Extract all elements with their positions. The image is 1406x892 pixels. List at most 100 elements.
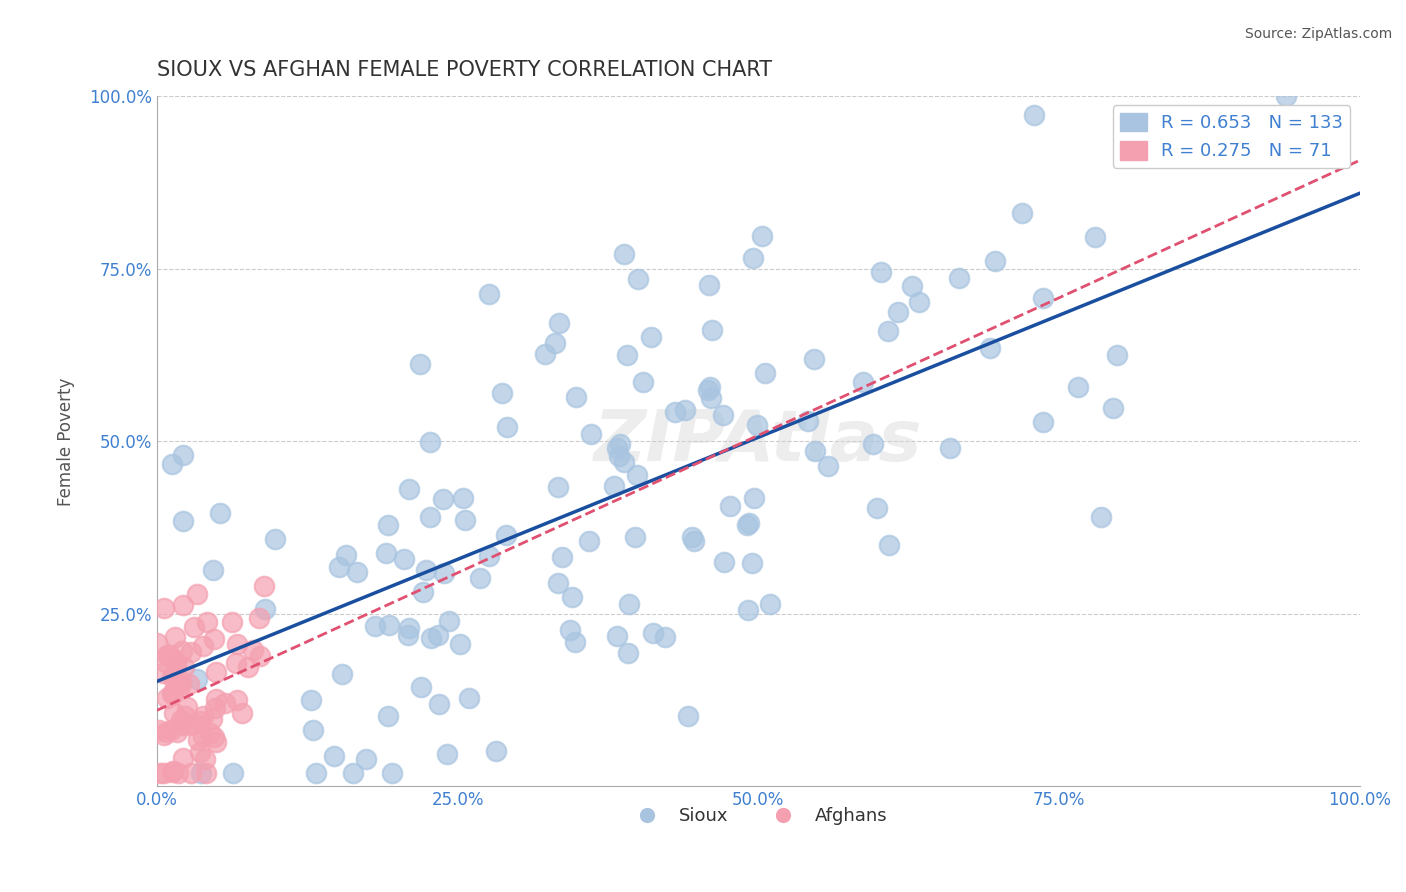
Point — [862, 436, 884, 450]
Point — [180, 645, 202, 659]
Point — [1011, 206, 1033, 220]
Point — [236, 660, 259, 674]
Point — [606, 442, 628, 456]
Point — [643, 625, 665, 640]
Point — [551, 549, 574, 564]
Point — [627, 271, 650, 285]
Point — [866, 501, 889, 516]
Point — [155, 725, 177, 739]
Point — [427, 698, 450, 712]
Point — [162, 764, 184, 778]
Point — [200, 725, 222, 739]
Point — [433, 566, 456, 580]
Point — [696, 383, 718, 397]
Point — [191, 639, 214, 653]
Point — [547, 576, 569, 591]
Point — [477, 549, 499, 563]
Point — [1107, 348, 1129, 362]
Point — [718, 499, 741, 513]
Point — [419, 435, 441, 450]
Point — [148, 723, 170, 737]
Point — [683, 534, 706, 549]
Point — [156, 648, 179, 663]
Point — [153, 728, 176, 742]
Point — [415, 563, 437, 577]
Point — [305, 765, 328, 780]
Point — [398, 621, 420, 635]
Point — [377, 618, 399, 632]
Point — [204, 701, 226, 715]
Point — [202, 730, 225, 744]
Point — [561, 590, 583, 604]
Point — [254, 602, 277, 616]
Point — [817, 458, 839, 473]
Point — [702, 323, 724, 337]
Point — [534, 347, 557, 361]
Point — [900, 279, 922, 293]
Point — [984, 254, 1007, 268]
Point — [167, 765, 190, 780]
Point — [419, 631, 441, 645]
Point — [1032, 291, 1054, 305]
Point — [1024, 108, 1046, 122]
Point — [165, 655, 187, 669]
Point — [804, 444, 827, 458]
Point — [676, 709, 699, 723]
Point — [606, 629, 628, 643]
Point — [299, 693, 322, 707]
Point — [225, 656, 247, 670]
Point — [202, 632, 225, 646]
Point — [201, 712, 224, 726]
Point — [169, 713, 191, 727]
Point — [426, 628, 449, 642]
Point — [149, 765, 172, 780]
Point — [190, 714, 212, 728]
Point — [172, 599, 194, 613]
Point — [803, 352, 825, 367]
Point — [1067, 379, 1090, 393]
Point — [697, 277, 720, 292]
Point — [173, 659, 195, 673]
Point — [852, 375, 875, 389]
Point — [165, 630, 187, 644]
Point — [877, 324, 900, 338]
Point — [346, 565, 368, 579]
Point — [711, 409, 734, 423]
Point — [169, 673, 191, 688]
Point — [323, 748, 346, 763]
Point — [375, 546, 398, 560]
Point — [186, 672, 208, 686]
Point — [612, 455, 634, 469]
Point — [221, 615, 243, 629]
Point — [742, 491, 765, 505]
Point — [162, 685, 184, 699]
Point — [377, 518, 399, 533]
Point — [432, 491, 454, 506]
Point — [160, 764, 183, 779]
Point — [544, 336, 567, 351]
Point — [172, 644, 194, 658]
Point — [231, 706, 253, 720]
Point — [616, 348, 638, 362]
Point — [209, 506, 232, 520]
Point — [398, 482, 420, 496]
Point — [193, 709, 215, 723]
Point — [169, 679, 191, 693]
Point — [1084, 230, 1107, 244]
Point — [165, 657, 187, 672]
Point — [172, 717, 194, 731]
Point — [797, 414, 820, 428]
Point — [979, 341, 1001, 355]
Point — [163, 667, 186, 681]
Point — [202, 563, 225, 577]
Point — [392, 552, 415, 566]
Point — [191, 729, 214, 743]
Point — [157, 648, 180, 662]
Point — [449, 637, 471, 651]
Point — [183, 620, 205, 634]
Point — [330, 667, 353, 681]
Point — [146, 636, 169, 650]
Point — [491, 385, 513, 400]
Point — [153, 600, 176, 615]
Point — [302, 723, 325, 738]
